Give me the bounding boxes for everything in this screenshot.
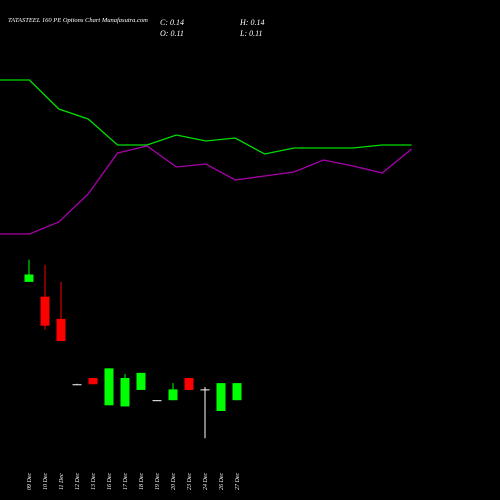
x-tick-label: 24 Dec [202, 473, 209, 490]
x-tick-label: 12 Dec [75, 473, 81, 490]
candle-body [152, 400, 162, 402]
x-tick-label: 11 Dec [59, 473, 65, 490]
x-tick-label: 19 Dec [155, 473, 161, 490]
candle-body [40, 296, 50, 326]
candle-body [104, 368, 114, 406]
x-tick-label: 23 Dec [187, 473, 193, 490]
candle-body [72, 384, 82, 386]
indicator-line [0, 145, 413, 235]
candle-body [136, 372, 146, 390]
x-tick-label: 13 Dec [91, 473, 97, 490]
candle-body [120, 378, 130, 407]
x-tick-label: 09 Dec [27, 473, 33, 490]
candle-body [168, 389, 178, 401]
open-label: O: 0.11 [160, 29, 184, 38]
candle-body [200, 389, 210, 391]
x-tick-label: 27 Dec [235, 473, 241, 490]
candle-body [184, 378, 194, 390]
candle-body [24, 274, 34, 282]
candle-body [216, 383, 226, 411]
x-tick-label: 18 Dec [139, 473, 145, 490]
x-tick-label: 17 Dec [123, 473, 129, 490]
low-label: L: 0.11 [239, 29, 263, 38]
x-tick-label: 10 Dec [43, 473, 49, 490]
candle-body [88, 378, 98, 385]
close-label: C: 0.14 [160, 18, 184, 27]
x-tick-label: 26 Dec [219, 473, 225, 490]
high-label: H: 0.14 [239, 18, 264, 27]
indicator-line [0, 79, 412, 155]
chart-title: TATASTEEL 160 PE Options Chart Munafasut… [8, 17, 148, 24]
candle-body [232, 383, 242, 401]
candle-body [56, 318, 66, 342]
x-tick-label: 20 Dec [171, 473, 177, 490]
x-tick-label: 16 Dec [107, 473, 113, 490]
